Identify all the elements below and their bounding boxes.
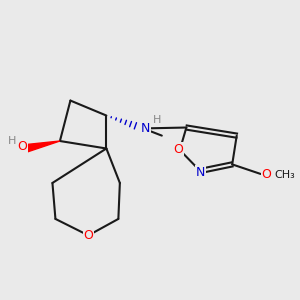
Text: H: H xyxy=(8,136,16,146)
Text: CH₃: CH₃ xyxy=(274,169,295,180)
Polygon shape xyxy=(25,141,60,152)
Text: O: O xyxy=(173,142,183,156)
Text: O: O xyxy=(261,168,271,181)
Text: N: N xyxy=(196,166,206,179)
Text: O: O xyxy=(83,229,93,242)
Text: H: H xyxy=(153,115,161,125)
Text: O: O xyxy=(17,140,27,153)
Text: N: N xyxy=(141,122,150,135)
